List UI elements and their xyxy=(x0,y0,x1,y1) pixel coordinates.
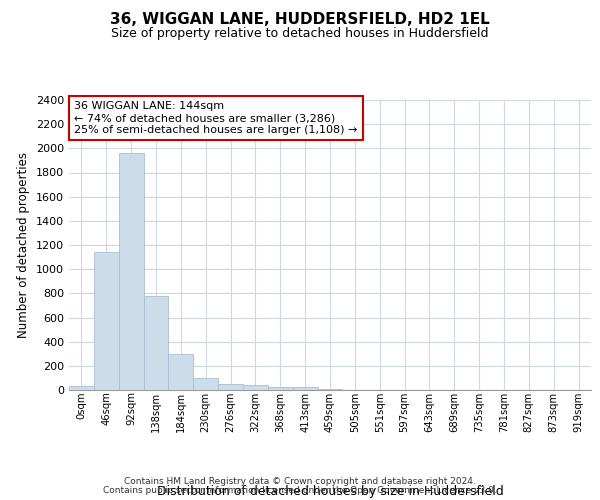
Y-axis label: Number of detached properties: Number of detached properties xyxy=(17,152,31,338)
Text: Contains HM Land Registry data © Crown copyright and database right 2024.: Contains HM Land Registry data © Crown c… xyxy=(124,477,476,486)
Text: Contains public sector information licensed under the Open Government Licence v3: Contains public sector information licen… xyxy=(103,486,497,495)
Bar xyxy=(293,387,317,390)
Bar xyxy=(69,386,94,390)
Text: 36, WIGGAN LANE, HUDDERSFIELD, HD2 1EL: 36, WIGGAN LANE, HUDDERSFIELD, HD2 1EL xyxy=(110,12,490,28)
Bar xyxy=(268,386,293,390)
Bar xyxy=(218,384,243,390)
Text: Size of property relative to detached houses in Huddersfield: Size of property relative to detached ho… xyxy=(111,28,489,40)
Bar xyxy=(169,354,193,390)
Bar xyxy=(119,153,143,390)
Bar xyxy=(243,386,268,390)
Text: 36 WIGGAN LANE: 144sqm
← 74% of detached houses are smaller (3,286)
25% of semi-: 36 WIGGAN LANE: 144sqm ← 74% of detached… xyxy=(74,102,358,134)
Bar xyxy=(317,389,343,390)
X-axis label: Distribution of detached houses by size in Huddersfield: Distribution of detached houses by size … xyxy=(157,484,503,498)
Bar xyxy=(143,296,169,390)
Bar xyxy=(193,378,218,390)
Bar xyxy=(94,252,119,390)
